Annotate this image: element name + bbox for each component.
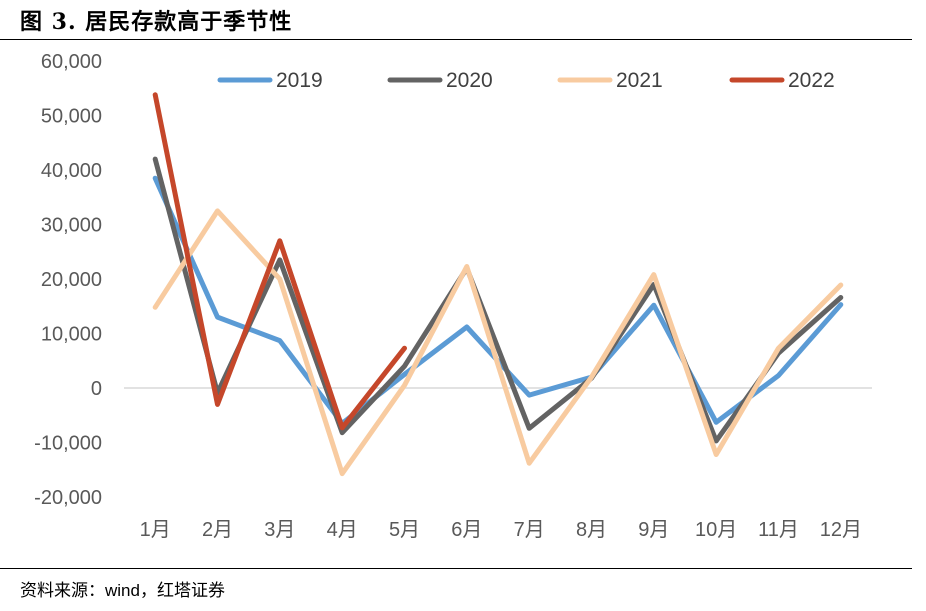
bottom-divider xyxy=(0,568,912,569)
x-tick-label: 1月 xyxy=(140,519,171,541)
x-tick-label: 3月 xyxy=(264,519,295,541)
x-tick-label: 8月 xyxy=(576,519,607,541)
y-tick-label: 0 xyxy=(91,378,102,400)
y-axis: -20,000 -10,000 0 10,000 20,000 30,000 40,000 5… xyxy=(34,51,872,509)
y-tick-label: 60,000 xyxy=(41,51,102,73)
legend-label-2022: 2022 xyxy=(788,69,835,92)
x-tick-label: 11月 xyxy=(758,519,799,541)
y-tick-label: 30,000 xyxy=(41,215,102,237)
y-tick-label: 20,000 xyxy=(41,269,102,291)
series-line-2020 xyxy=(152,156,844,444)
x-tick-label: 7月 xyxy=(514,519,545,541)
y-tick-label: 50,000 xyxy=(41,106,102,128)
x-tick-label: 2月 xyxy=(202,519,233,541)
legend-label-2020: 2020 xyxy=(446,69,493,92)
legend: 2019 2020 2021 2022 xyxy=(217,69,835,92)
x-tick-label: 9月 xyxy=(638,519,669,541)
x-tick-label: 4月 xyxy=(327,519,358,541)
y-tick-label: -10,000 xyxy=(34,433,102,455)
legend-label-2021: 2021 xyxy=(616,69,663,92)
series-layer xyxy=(152,92,844,477)
x-tick-label: 10月 xyxy=(695,519,737,541)
y-tick-label: -20,000 xyxy=(34,487,102,509)
x-tick-label: 5月 xyxy=(389,519,420,541)
source-note: 资料来源：wind，红塔证券 xyxy=(20,581,225,600)
x-axis: 1月 2月 3月 4月 5月 6月 7月 8月 9月 10月 11月 12月 xyxy=(140,519,862,541)
top-divider xyxy=(0,39,912,40)
y-tick-label: 40,000 xyxy=(41,160,102,182)
x-tick-label: 12月 xyxy=(820,519,862,541)
y-tick-label: 10,000 xyxy=(41,324,102,346)
chart-title: 图 3. 居民存款高于季节性 xyxy=(20,9,293,35)
legend-label-2019: 2019 xyxy=(276,69,323,92)
x-tick-label: 6月 xyxy=(451,519,482,541)
